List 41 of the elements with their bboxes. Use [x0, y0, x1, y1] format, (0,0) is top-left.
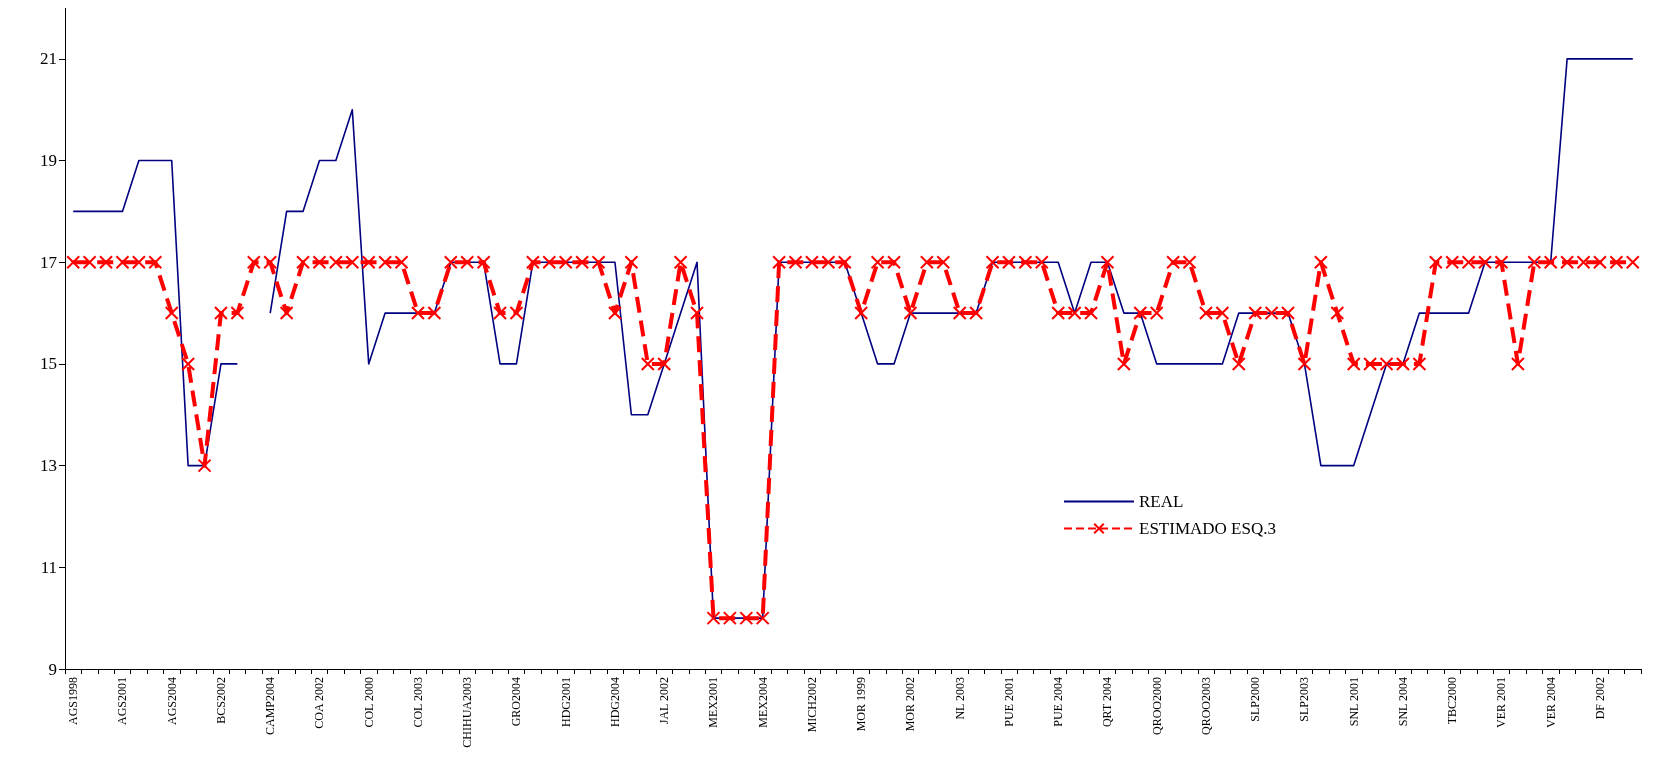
- x-tick-label: MOR 2002: [903, 677, 918, 732]
- y-tick-label: 11: [40, 557, 57, 577]
- x-tick-label: NL 2003: [952, 677, 967, 720]
- y-tick-label: 13: [40, 456, 57, 476]
- x-tick-label: QRT 2004: [1100, 677, 1115, 728]
- x-tick-label: QROO2000: [1149, 677, 1164, 736]
- x-tick-label: HDG2004: [607, 677, 622, 727]
- x-tick-label: CAMP2004: [263, 677, 278, 736]
- x-tick-label: SNL 2004: [1395, 677, 1410, 727]
- x-tick-label: SNL 2001: [1346, 677, 1361, 727]
- x-tick-label: HDG2001: [558, 677, 573, 727]
- x-tick-label: VER 2001: [1494, 677, 1509, 728]
- x-tick-label: GRO2004: [509, 677, 524, 727]
- x-tick-label: TBC2000: [1445, 677, 1460, 725]
- y-tick-label: 21: [40, 49, 57, 69]
- x-tick-label: AGS2001: [115, 677, 130, 726]
- y-tick-label: 19: [40, 151, 57, 171]
- legend-label: ESTIMADO ESQ.3: [1139, 519, 1276, 538]
- y-tick-label: 15: [40, 354, 57, 374]
- x-tick-label: VER 2004: [1543, 677, 1558, 728]
- y-tick-label: 17: [40, 252, 58, 272]
- x-tick-label: CHIHUA2003: [460, 677, 475, 748]
- x-tick-label: DF 2002: [1592, 677, 1607, 720]
- x-tick-label: MOR 1999: [854, 677, 869, 732]
- x-tick-label: JAL 2002: [657, 677, 672, 725]
- x-tick-label: AGS2004: [164, 677, 179, 726]
- x-tick-label: MICH2002: [804, 677, 819, 733]
- x-tick-label: SLP2003: [1297, 677, 1312, 722]
- x-tick-label: COL 2003: [410, 677, 425, 728]
- x-tick-label: PUE 2001: [1001, 677, 1016, 727]
- x-tick-label: COA 2002: [312, 677, 327, 729]
- x-tick-label: BCS2002: [213, 677, 228, 724]
- legend-label: REAL: [1139, 492, 1184, 511]
- x-tick-label: AGS1998: [66, 677, 81, 726]
- x-tick-label: QROO2003: [1198, 677, 1213, 736]
- x-tick-label: PUE 2004: [1051, 677, 1066, 727]
- x-tick-label: SLP2000: [1248, 677, 1263, 722]
- x-tick-label: COL 2000: [361, 677, 376, 728]
- x-tick-label: MEX2001: [706, 677, 721, 728]
- y-tick-label: 9: [48, 659, 57, 679]
- x-tick-label: MEX2004: [755, 677, 770, 728]
